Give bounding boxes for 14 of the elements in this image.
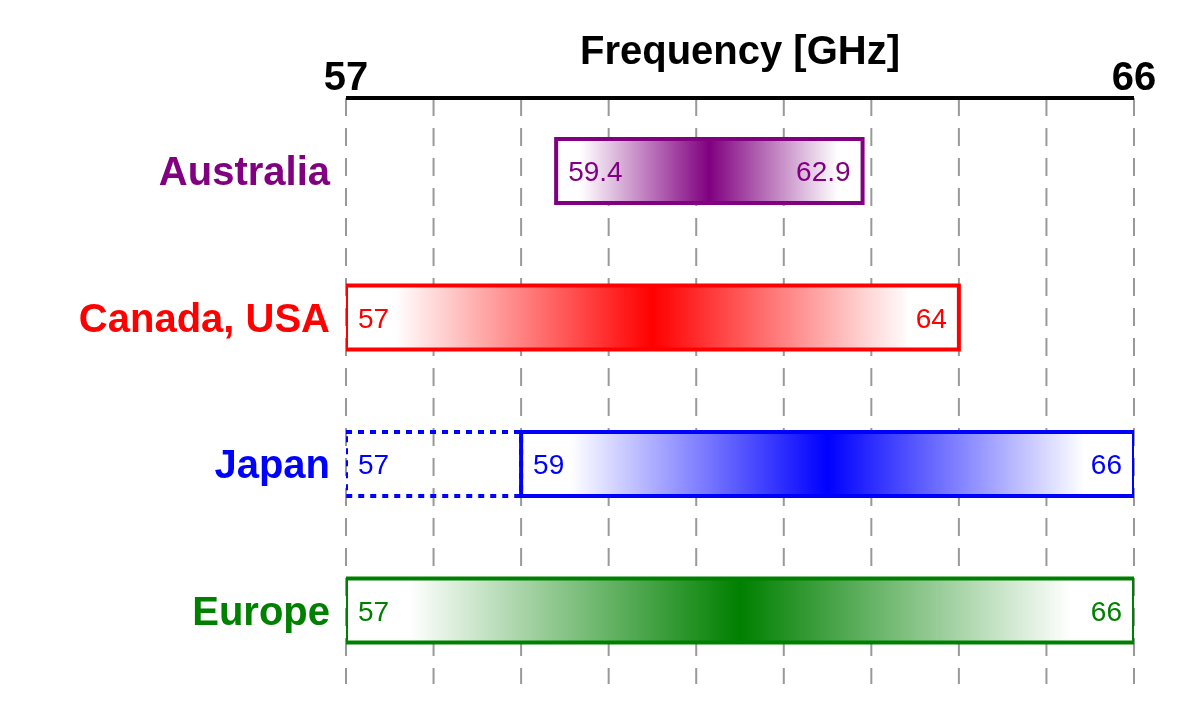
annotation: 64	[915, 302, 947, 334]
annotation: 59	[533, 449, 565, 481]
annotation: 66	[1090, 595, 1122, 627]
x-axis-title: Frequency [GHz]	[579, 28, 901, 73]
y-tick-label: Australia	[158, 149, 331, 194]
annotation: 59.4	[568, 156, 623, 188]
annotation: 57	[358, 302, 390, 334]
annotation: 62.9	[796, 156, 851, 188]
y-tick-label: Japan	[214, 442, 330, 487]
annotation: 66	[1090, 449, 1122, 481]
annotation: 57	[358, 449, 390, 481]
y-tick-label: Europe	[192, 588, 330, 633]
y-tick-label: Canada, USA	[78, 295, 330, 340]
annotation: 57	[358, 595, 390, 627]
